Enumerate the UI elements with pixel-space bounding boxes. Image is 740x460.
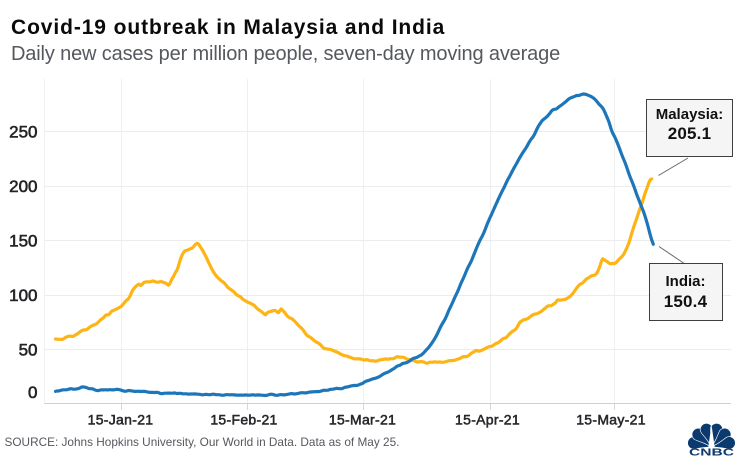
- svg-text:200: 200: [9, 177, 37, 196]
- svg-text:150: 150: [9, 232, 37, 251]
- svg-text:100: 100: [9, 286, 37, 305]
- svg-text:15-May-21: 15-May-21: [576, 411, 646, 427]
- svg-text:15-Mar-21: 15-Mar-21: [329, 411, 396, 427]
- svg-text:15-Apr-21: 15-Apr-21: [455, 411, 520, 427]
- svg-text:250: 250: [9, 123, 37, 142]
- svg-text:15-Jan-21: 15-Jan-21: [88, 411, 154, 427]
- svg-text:15-Feb-21: 15-Feb-21: [210, 411, 277, 427]
- svg-text:50: 50: [19, 341, 38, 360]
- svg-text:CNBC: CNBC: [689, 447, 735, 459]
- svg-text:0: 0: [28, 383, 37, 402]
